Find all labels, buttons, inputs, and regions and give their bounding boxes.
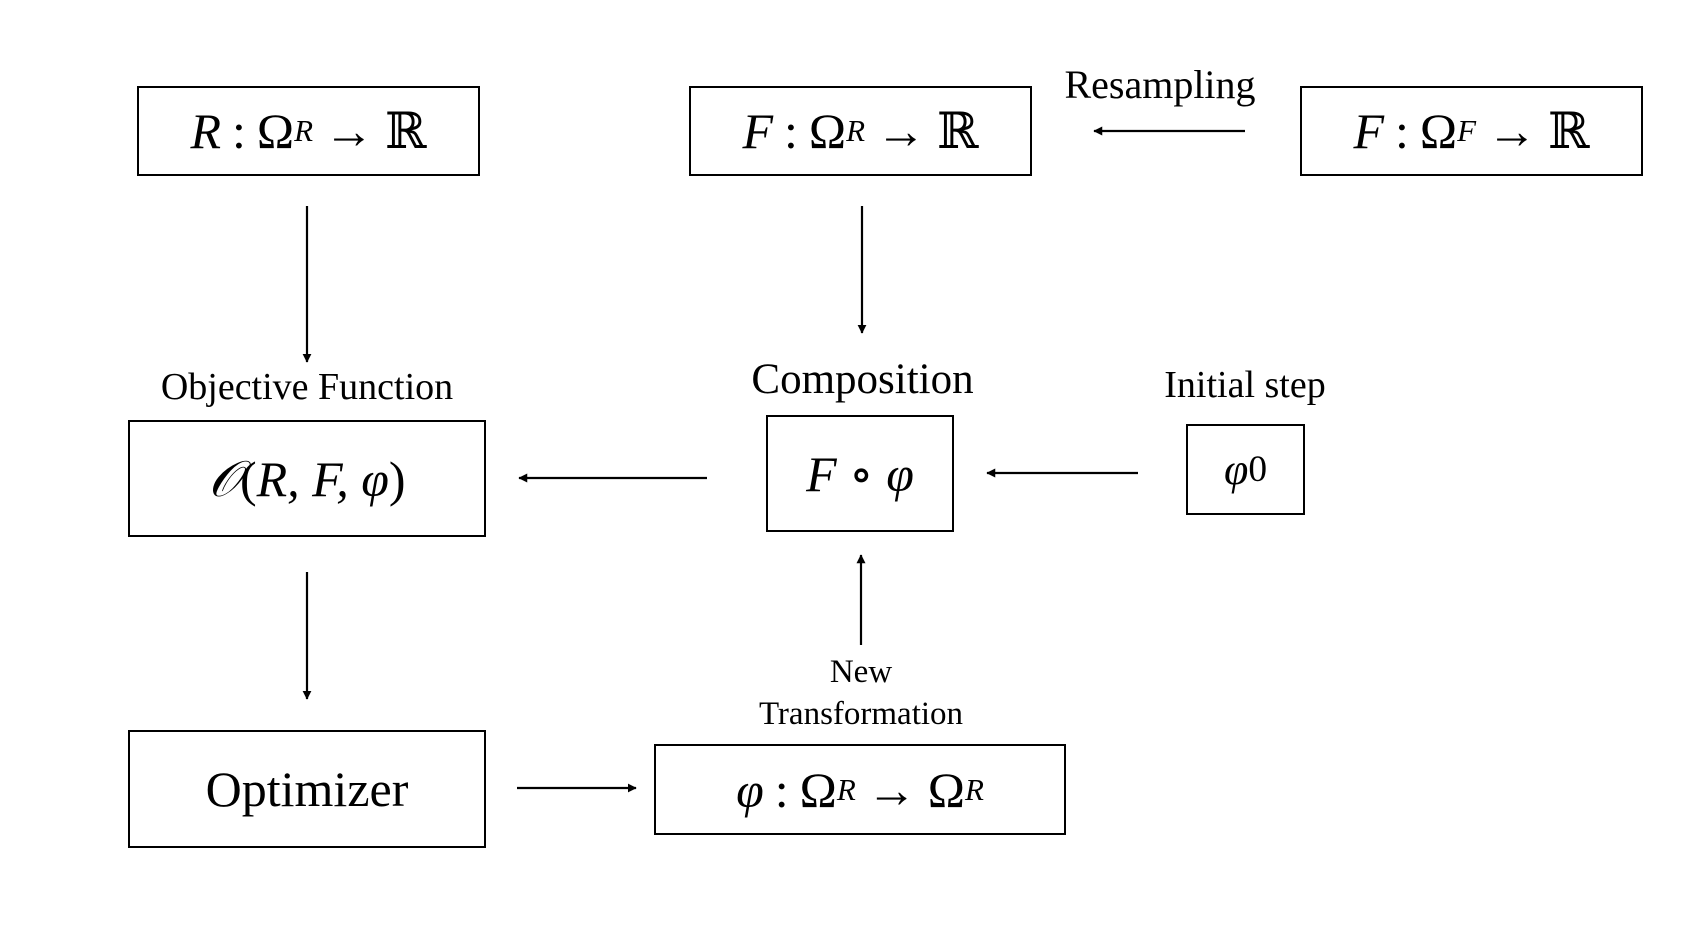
resampling-label: Resampling: [1064, 62, 1256, 107]
composition-operator: ∘: [849, 445, 874, 502]
resampled-name: F: [742, 103, 773, 159]
reference-domain: Ω: [256, 103, 295, 159]
new-transformation-line-2: Transformation: [758, 696, 964, 732]
colon: :: [783, 103, 798, 159]
objective-args: R, F, φ: [256, 450, 389, 507]
new-transformation-line-1: New: [829, 654, 893, 690]
objective-function-label: Objective Function: [160, 366, 454, 408]
resampled-domain: Ω: [808, 103, 847, 159]
composition-left: F: [806, 445, 837, 502]
new-transformation-label: New Transformation: [711, 651, 1011, 735]
reference-codomain: ℝ: [385, 102, 427, 160]
colon: :: [231, 103, 246, 159]
maps-to-arrow: →: [1487, 103, 1537, 159]
resampled-codomain: ℝ: [937, 102, 979, 160]
composition-label: Composition: [751, 356, 974, 403]
objective-function-box: 𝒪(R, F, φ): [128, 420, 486, 537]
maps-to-arrow: →: [324, 103, 374, 159]
reference-name: R: [190, 103, 221, 159]
objective-close-paren: ): [388, 450, 406, 507]
transformation-domain: Ω: [799, 761, 837, 818]
maps-to-arrow: →: [876, 103, 926, 159]
initial-step-index: 0: [1248, 448, 1268, 490]
moving-codomain: ℝ: [1548, 102, 1590, 160]
transformation-name: φ: [736, 761, 764, 818]
initial-step-label: Initial step: [1164, 364, 1326, 406]
optimizer-label: Optimizer: [205, 761, 409, 817]
optimizer-box: Optimizer: [128, 730, 486, 848]
moving-name: F: [1353, 103, 1384, 159]
objective-open-paren: (: [239, 450, 257, 507]
composition-box: F ∘ φ: [766, 415, 954, 532]
objective-symbol: 𝒪: [208, 450, 240, 507]
transformation-codomain: Ω: [927, 761, 965, 818]
maps-to-arrow: →: [866, 761, 917, 818]
colon: :: [774, 761, 789, 818]
composition-right: φ: [886, 445, 914, 502]
initial-step-symbol: φ: [1223, 444, 1249, 494]
moving-domain: Ω: [1419, 103, 1458, 159]
colon: :: [1394, 103, 1409, 159]
